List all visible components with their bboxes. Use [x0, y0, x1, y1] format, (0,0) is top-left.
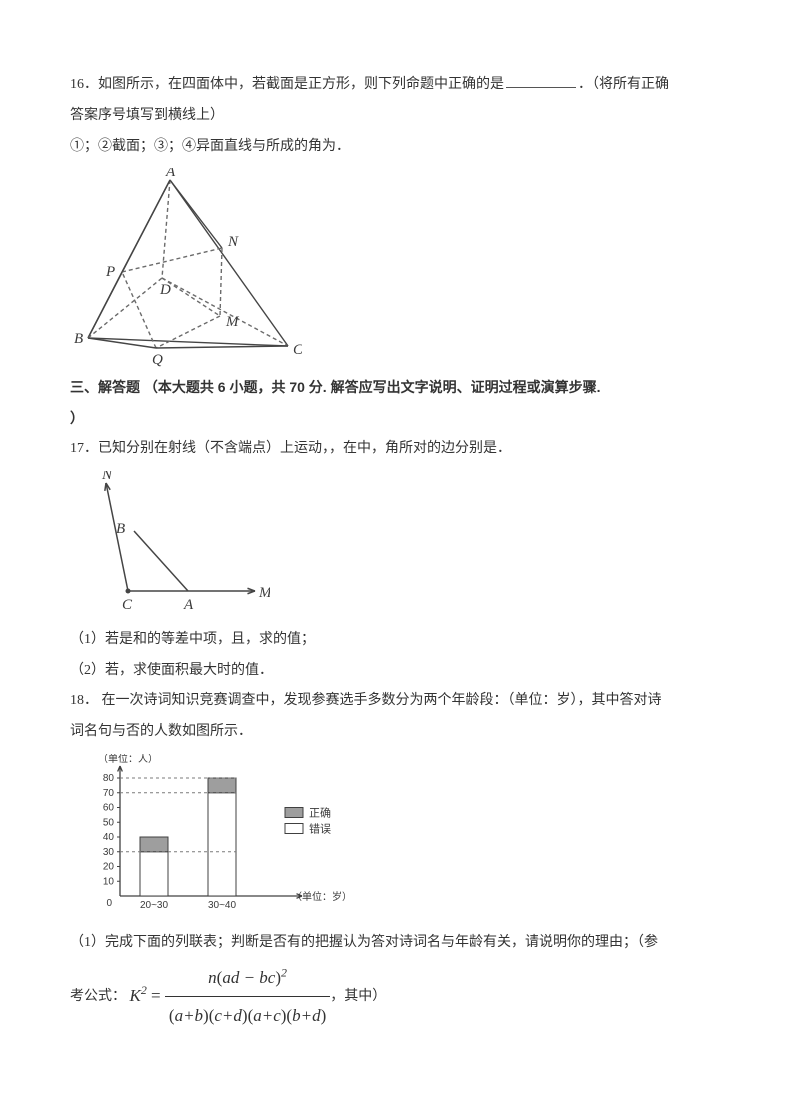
q17-sub1: （1）若是和的等差中项，且，求的值；: [70, 625, 730, 656]
q16-figure: A B C P Q M N D: [70, 168, 730, 368]
svg-text:B: B: [74, 331, 83, 347]
q18-line1: 18． 在一次诗词知识竞赛调查中，发现参赛选手多数分为两个年龄段：（单位：岁），…: [70, 686, 730, 717]
svg-text:错误: 错误: [309, 821, 331, 835]
q16-line3: ①；②截面；③；④异面直线与所成的角为．: [70, 132, 730, 163]
svg-text:C: C: [122, 597, 133, 613]
svg-text:N: N: [101, 471, 113, 483]
q17-sub2: （2）若，求使面积最大时的值．: [70, 656, 730, 687]
svg-text:M: M: [225, 314, 240, 330]
q18-chart: （单位：人） （单位：岁） 0 10 20 30 40 50 60 70 80 20~30 30~40 正…: [70, 754, 730, 924]
svg-text:N: N: [227, 234, 239, 250]
svg-text:M: M: [258, 585, 270, 601]
svg-text:10: 10: [103, 876, 115, 887]
q16-line1a: 16．如图所示，在四面体中，若截面是正方形，则下列命题中正确的是: [70, 77, 504, 92]
svg-text:30: 30: [103, 847, 115, 858]
svg-text:P: P: [105, 264, 115, 280]
svg-text:40: 40: [103, 832, 115, 843]
q18-formula-after: ，其中）: [330, 989, 386, 1004]
q18-sub1: （1）完成下面的列联表；判断是否有的把握认为答对诗词名与年龄有关，请说明你的理由…: [70, 928, 730, 959]
svg-text:20~30: 20~30: [140, 900, 169, 911]
svg-text:A: A: [183, 597, 194, 613]
q18-formula: K2 = n(ad − bc)2 (a+b)(c+d)(a+c)(b+d): [130, 959, 331, 1035]
svg-text:（单位：岁）: （单位：岁）: [292, 890, 352, 903]
q16-blank: [506, 73, 576, 88]
q16-svg: A B C P Q M N D: [70, 168, 302, 368]
q17-svg: N B C A M: [70, 471, 270, 621]
section3-heading2: ）: [70, 403, 730, 434]
svg-text:（单位：人）: （单位：人）: [98, 754, 158, 765]
svg-text:D: D: [159, 282, 171, 298]
q16-line1: 16．如图所示，在四面体中，若截面是正方形，则下列命题中正确的是 ．（将所有正确: [70, 70, 730, 101]
svg-text:80: 80: [103, 773, 115, 784]
q16-line2: 答案序号填写到横线上）: [70, 101, 730, 132]
svg-text:60: 60: [103, 802, 115, 813]
q18-chart-svg: （单位：人） （单位：岁） 0 10 20 30 40 50 60 70 80 20~30 30~40 正…: [70, 754, 370, 924]
svg-text:70: 70: [103, 788, 115, 799]
svg-text:20: 20: [103, 861, 115, 872]
q18-line2: 词名句与否的人数如图所示．: [70, 717, 730, 748]
q17-figure: N B C A M: [70, 471, 730, 621]
svg-text:B: B: [116, 521, 125, 537]
svg-text:C: C: [293, 342, 302, 358]
svg-text:Q: Q: [152, 352, 163, 368]
q18-formula-line: 考公式： K2 = n(ad − bc)2 (a+b)(c+d)(a+c)(b+…: [70, 959, 730, 1035]
section3-heading: 三、解答题 （本大题共 6 小题，共 70 分. 解答应写出文字说明、证明过程或…: [70, 372, 730, 403]
svg-text:30~40: 30~40: [208, 900, 237, 911]
svg-text:A: A: [165, 168, 176, 180]
svg-text:0: 0: [106, 898, 112, 909]
svg-text:50: 50: [103, 817, 115, 828]
q17-line1: 17．已知分别在射线（不含端点）上运动，，在中，角所对的边分别是．: [70, 434, 730, 465]
svg-text:正确: 正确: [309, 806, 331, 819]
q18-formula-label: 考公式：: [70, 989, 126, 1004]
q16-line1b: ．（将所有正确: [578, 77, 669, 92]
